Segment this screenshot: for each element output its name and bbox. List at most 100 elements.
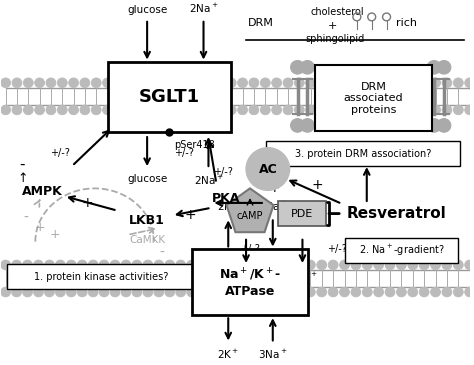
Text: AC: AC xyxy=(258,162,277,176)
Circle shape xyxy=(88,260,98,270)
Circle shape xyxy=(374,105,384,115)
Circle shape xyxy=(396,260,406,270)
Circle shape xyxy=(453,105,463,115)
Text: CaMKK: CaMKK xyxy=(129,235,165,245)
Text: -: - xyxy=(23,211,28,224)
Text: rich: rich xyxy=(396,18,418,28)
Circle shape xyxy=(0,287,10,297)
Circle shape xyxy=(0,78,10,88)
Text: PKA: PKA xyxy=(212,192,240,204)
Text: 2Na$^+$: 2Na$^+$ xyxy=(194,174,223,187)
Text: sphingolipid: sphingolipid xyxy=(305,34,365,45)
Circle shape xyxy=(340,105,350,115)
Circle shape xyxy=(306,78,316,88)
FancyBboxPatch shape xyxy=(315,65,432,131)
Circle shape xyxy=(23,260,33,270)
Text: 3Na$^+$: 3Na$^+$ xyxy=(258,200,288,212)
Circle shape xyxy=(362,287,372,297)
Text: glucose: glucose xyxy=(127,5,167,15)
Circle shape xyxy=(408,287,418,297)
Text: Resveratrol: Resveratrol xyxy=(347,206,447,221)
Circle shape xyxy=(12,260,21,270)
Text: 3Na$^+$: 3Na$^+$ xyxy=(258,348,288,361)
Circle shape xyxy=(305,260,315,270)
Circle shape xyxy=(317,78,327,88)
Circle shape xyxy=(80,105,90,115)
Circle shape xyxy=(294,105,304,115)
Text: SGLT1: SGLT1 xyxy=(139,88,200,106)
Polygon shape xyxy=(227,188,273,232)
Circle shape xyxy=(430,260,440,270)
Circle shape xyxy=(317,260,327,270)
Text: +: + xyxy=(35,220,46,234)
Circle shape xyxy=(465,105,474,115)
Circle shape xyxy=(45,287,55,297)
FancyBboxPatch shape xyxy=(345,238,458,263)
Text: 2Na$^+$: 2Na$^+$ xyxy=(189,2,219,15)
Circle shape xyxy=(301,61,314,74)
Circle shape xyxy=(291,119,304,132)
Text: 2K$^+$: 2K$^+$ xyxy=(217,348,239,361)
Circle shape xyxy=(328,105,338,115)
FancyBboxPatch shape xyxy=(191,249,309,315)
Circle shape xyxy=(132,287,142,297)
Circle shape xyxy=(91,105,101,115)
Circle shape xyxy=(328,78,338,88)
Circle shape xyxy=(91,78,101,88)
Circle shape xyxy=(431,105,440,115)
Text: +/-?: +/-? xyxy=(174,147,194,158)
Circle shape xyxy=(237,105,247,115)
Circle shape xyxy=(408,260,418,270)
Text: LKB1: LKB1 xyxy=(129,214,165,227)
Circle shape xyxy=(385,260,395,270)
Circle shape xyxy=(419,260,429,270)
Circle shape xyxy=(0,260,10,270)
Circle shape xyxy=(34,287,44,297)
Text: +: + xyxy=(82,196,93,210)
Circle shape xyxy=(427,119,441,132)
Text: -: - xyxy=(20,157,25,172)
Circle shape xyxy=(226,105,236,115)
Circle shape xyxy=(69,78,79,88)
Circle shape xyxy=(226,78,236,88)
Circle shape xyxy=(102,105,112,115)
Circle shape xyxy=(339,260,349,270)
Text: pSer418: pSer418 xyxy=(174,140,215,150)
Circle shape xyxy=(237,78,247,88)
Text: cholesterol: cholesterol xyxy=(310,7,364,17)
Circle shape xyxy=(442,105,452,115)
Circle shape xyxy=(260,78,270,88)
Text: +: + xyxy=(269,181,281,195)
Circle shape xyxy=(23,105,33,115)
Circle shape xyxy=(176,260,186,270)
Text: +/-?: +/-? xyxy=(213,167,233,177)
Circle shape xyxy=(437,61,451,74)
Circle shape xyxy=(397,105,407,115)
Circle shape xyxy=(465,260,474,270)
Circle shape xyxy=(57,105,67,115)
Circle shape xyxy=(419,105,429,115)
Circle shape xyxy=(363,105,373,115)
Circle shape xyxy=(385,287,395,297)
Circle shape xyxy=(306,105,316,115)
Circle shape xyxy=(57,78,67,88)
Text: +/-?: +/-? xyxy=(327,245,347,254)
Circle shape xyxy=(385,78,395,88)
Circle shape xyxy=(431,78,440,88)
Circle shape xyxy=(154,287,164,297)
Circle shape xyxy=(294,78,304,88)
Circle shape xyxy=(442,260,452,270)
Circle shape xyxy=(249,78,259,88)
Circle shape xyxy=(187,260,197,270)
Circle shape xyxy=(260,105,270,115)
Circle shape xyxy=(374,287,383,297)
Text: cAMP: cAMP xyxy=(237,211,263,222)
Text: +/-?: +/-? xyxy=(240,245,260,254)
Circle shape xyxy=(12,287,21,297)
Circle shape xyxy=(363,78,373,88)
FancyBboxPatch shape xyxy=(278,201,326,226)
Circle shape xyxy=(99,287,109,297)
Circle shape xyxy=(453,260,463,270)
Circle shape xyxy=(283,105,293,115)
Circle shape xyxy=(249,105,259,115)
